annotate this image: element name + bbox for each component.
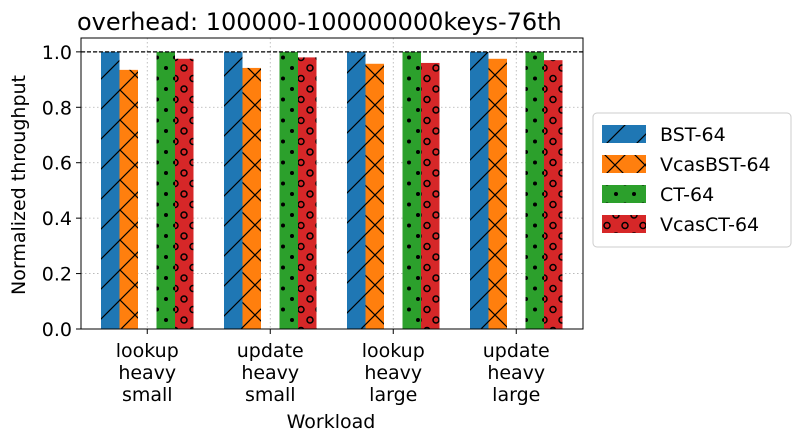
legend-label: VcasBST-64 [660,154,771,176]
y-tick-label: 1.0 [42,42,72,64]
legend-label: VcasCT-64 [660,214,759,236]
bar-hatch [279,51,298,329]
x-tick-label: heavy [487,362,545,384]
y-tick-label: 0.6 [42,153,72,175]
x-tick-label: heavy [241,362,299,384]
bar-hatch [101,51,120,329]
y-tick-label: 0.4 [42,208,72,230]
x-tick-label: heavy [118,362,176,384]
legend-frame [592,112,792,248]
legend-swatch-hatch [602,125,646,143]
grid [81,38,583,330]
bars [101,51,563,330]
bar-hatch [544,60,563,330]
x-tick-label: update [483,340,550,362]
bar-hatch [242,67,261,329]
x-tick-label: large [369,384,417,406]
y-tick-label: 0.0 [42,319,72,341]
bar-hatch [156,51,175,329]
chart-title: overhead: 100000-100000000keys-76th [77,8,562,36]
x-tick-label: small [122,384,173,406]
axes: 0.00.20.40.60.81.0lookupheavysmallupdate… [42,37,584,406]
legend-swatch-hatch [602,155,646,173]
bar-hatch [421,62,440,329]
bar-hatch [347,51,366,329]
x-tick-label: small [245,384,296,406]
x-tick-label: lookup [362,340,425,362]
bar-hatch [365,63,384,329]
bar-hatch [298,57,317,330]
bar-hatch [525,51,544,329]
x-tick-label: heavy [364,362,422,384]
bar-hatch [119,69,138,329]
bar-hatch [224,51,243,329]
legend-label: CT-64 [660,184,714,206]
bar-hatch [488,58,507,330]
bar-hatch [175,58,194,330]
x-tick-label: lookup [116,340,179,362]
y-tick-label: 0.2 [42,264,72,286]
legend-swatch-hatch [602,215,646,233]
x-tick-label: large [492,384,540,406]
y-axis-label: Normalized throughput [8,75,30,295]
x-tick-label: update [237,340,304,362]
bar-hatch [470,51,489,329]
legend: BST-64 VcasBST-64 CT-64 VcasCT-64 [592,112,792,248]
y-tick-label: 0.8 [42,97,72,119]
bar-hatch [402,51,421,329]
legend-swatch-hatch [602,185,646,203]
plot-frame [80,37,584,330]
legend-label: BST-64 [660,124,726,146]
x-axis-label: Workload [287,411,376,433]
